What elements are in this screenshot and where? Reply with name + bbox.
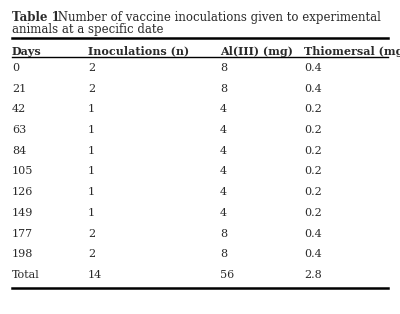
Text: 42: 42 [12,104,26,114]
Text: 4: 4 [220,125,227,135]
Text: 1: 1 [88,208,95,218]
Text: Inoculations (n): Inoculations (n) [88,46,189,57]
Text: 2.8: 2.8 [304,270,322,280]
Text: Number of vaccine inoculations given to experimental: Number of vaccine inoculations given to … [54,11,381,24]
Text: 149: 149 [12,208,33,218]
Text: 198: 198 [12,249,33,259]
Text: 4: 4 [220,104,227,114]
Text: 84: 84 [12,146,26,156]
Text: Thiomersal (mg): Thiomersal (mg) [304,46,400,57]
Text: 1: 1 [88,125,95,135]
Text: 56: 56 [220,270,234,280]
Text: Table 1: Table 1 [12,11,60,24]
Text: 1: 1 [88,187,95,197]
Text: 2: 2 [88,63,95,73]
Text: 0.4: 0.4 [304,229,322,239]
Text: 1: 1 [88,104,95,114]
Text: 0: 0 [12,63,19,73]
Text: 2: 2 [88,229,95,239]
Text: 8: 8 [220,63,227,73]
Text: 105: 105 [12,166,33,176]
Text: 0.2: 0.2 [304,187,322,197]
Text: 1: 1 [88,146,95,156]
Text: 0.2: 0.2 [304,125,322,135]
Text: 8: 8 [220,229,227,239]
Text: 2: 2 [88,249,95,259]
Text: 0.2: 0.2 [304,104,322,114]
Text: Al(III) (mg): Al(III) (mg) [220,46,293,57]
Text: 4: 4 [220,146,227,156]
Text: 63: 63 [12,125,26,135]
Text: 21: 21 [12,84,26,94]
Text: 2: 2 [88,84,95,94]
Text: 4: 4 [220,208,227,218]
Text: 14: 14 [88,270,102,280]
Text: 1: 1 [88,166,95,176]
Text: Days: Days [12,46,42,57]
Text: 0.2: 0.2 [304,208,322,218]
Text: 0.4: 0.4 [304,63,322,73]
Text: 0.2: 0.2 [304,146,322,156]
Text: 0.2: 0.2 [304,166,322,176]
Text: 126: 126 [12,187,33,197]
Text: 0.4: 0.4 [304,249,322,259]
Text: 0.4: 0.4 [304,84,322,94]
Text: animals at a specific date: animals at a specific date [12,23,164,35]
Text: 4: 4 [220,166,227,176]
Text: 8: 8 [220,249,227,259]
Text: 4: 4 [220,187,227,197]
Text: Total: Total [12,270,40,280]
Text: 177: 177 [12,229,33,239]
Text: 8: 8 [220,84,227,94]
